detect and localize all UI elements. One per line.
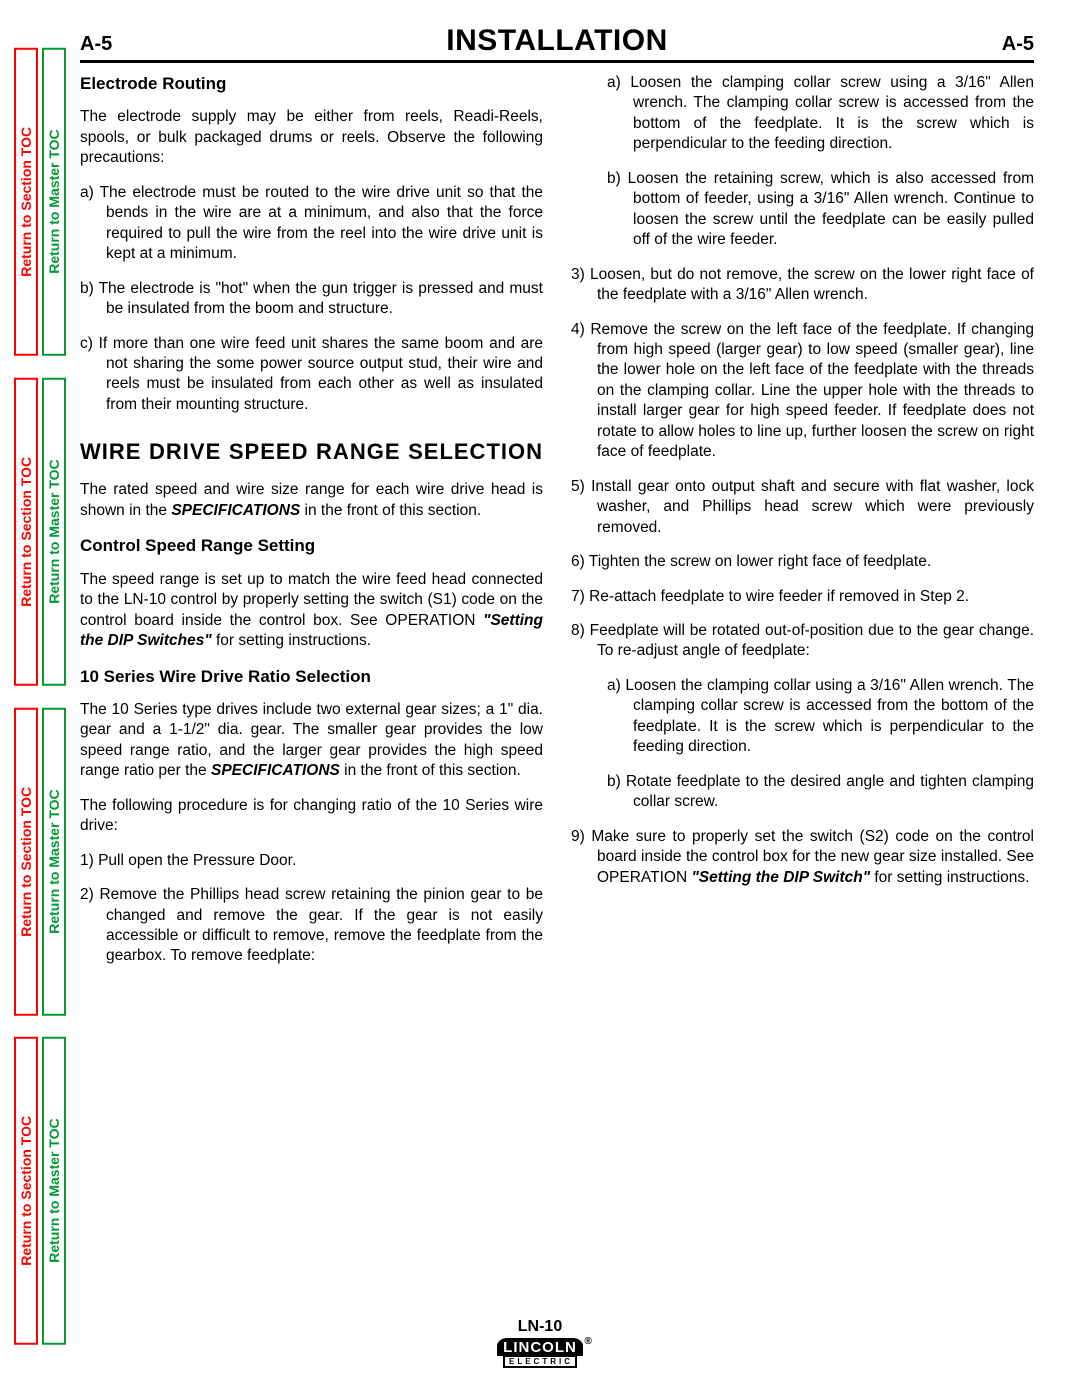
paragraph: The 10 Series type drives include two ex… (80, 700, 543, 782)
list-item: 6) Tighten the screw on lower right face… (571, 552, 1034, 572)
body-columns: Electrode Routing The electrode supply m… (80, 73, 1034, 967)
section-toc-column: Return to Section TOC Return to Section … (14, 48, 38, 1345)
list-item: 3) Loosen, but do not remove, the screw … (571, 265, 1034, 306)
sub-list-item: a) Loosen the clamping collar screw usin… (571, 73, 1034, 155)
list-item: 4) Remove the screw on the left face of … (571, 320, 1034, 463)
list-item: 7) Re-attach feedplate to wire feeder if… (571, 587, 1034, 607)
paragraph: The speed range is set up to match the w… (80, 570, 543, 652)
sub-list-item: b) Rotate feedplate to the desired angle… (571, 772, 1034, 813)
sub-list-item: a) Loosen the clamping collar using a 3/… (571, 676, 1034, 758)
paragraph: The electrode supply may be either from … (80, 107, 543, 168)
list-item: 5) Install gear onto output shaft and se… (571, 477, 1034, 538)
return-master-toc-link[interactable]: Return to Master TOC (42, 708, 66, 1016)
list-item: 8) Feedplate will be rotated out-of-posi… (571, 621, 1034, 662)
lincoln-electric-logo: LINCOLN ELECTRIC (497, 1338, 583, 1368)
return-section-toc-link[interactable]: Return to Section TOC (14, 48, 38, 356)
heading-wire-drive: WIRE DRIVE SPEED RANGE SELECTION (80, 437, 543, 466)
heading-10-series: 10 Series Wire Drive Ratio Selection (80, 666, 543, 688)
list-item: c) If more than one wire feed unit share… (80, 334, 543, 416)
logo-brand-top: LINCOLN (497, 1338, 583, 1356)
list-item: 1) Pull open the Pressure Door. (80, 851, 543, 871)
list-item: a) The electrode must be routed to the w… (80, 183, 543, 265)
list-item: 2) Remove the Phillips head screw retain… (80, 885, 543, 967)
page-number-left: A-5 (80, 33, 112, 56)
return-section-toc-link[interactable]: Return to Section TOC (14, 378, 38, 686)
header-bar: A-5 INSTALLATION A-5 (80, 24, 1034, 63)
page-title: INSTALLATION (446, 24, 668, 58)
return-master-toc-link[interactable]: Return to Master TOC (42, 48, 66, 356)
return-section-toc-link[interactable]: Return to Section TOC (14, 1037, 38, 1345)
paragraph: The rated speed and wire size range for … (80, 480, 543, 521)
specifications-ref: SPECIFICATIONS (171, 502, 300, 519)
side-tabs: Return to Section TOC Return to Section … (14, 48, 66, 1345)
list-item: b) The electrode is "hot" when the gun t… (80, 279, 543, 320)
return-master-toc-link[interactable]: Return to Master TOC (42, 1037, 66, 1345)
paragraph: The following procedure is for changing … (80, 796, 543, 837)
logo-brand-bottom: ELECTRIC (503, 1355, 577, 1368)
page-content: A-5 INSTALLATION A-5 Electrode Routing T… (80, 24, 1034, 967)
model-number: LN-10 (0, 1318, 1080, 1336)
page-number-right: A-5 (1002, 33, 1034, 56)
dip-switch-ref: "Setting the DIP Switch" (691, 869, 870, 886)
list-item: 9) Make sure to properly set the switch … (571, 827, 1034, 888)
sub-list-item: b) Loosen the retaining screw, which is … (571, 169, 1034, 251)
return-master-toc-link[interactable]: Return to Master TOC (42, 378, 66, 686)
specifications-ref: SPECIFICATIONS (211, 762, 340, 779)
page-footer: LN-10 LINCOLN ELECTRIC (0, 1318, 1080, 1369)
master-toc-column: Return to Master TOC Return to Master TO… (42, 48, 66, 1345)
heading-control-speed: Control Speed Range Setting (80, 535, 543, 557)
return-section-toc-link[interactable]: Return to Section TOC (14, 708, 38, 1016)
heading-electrode-routing: Electrode Routing (80, 73, 543, 95)
